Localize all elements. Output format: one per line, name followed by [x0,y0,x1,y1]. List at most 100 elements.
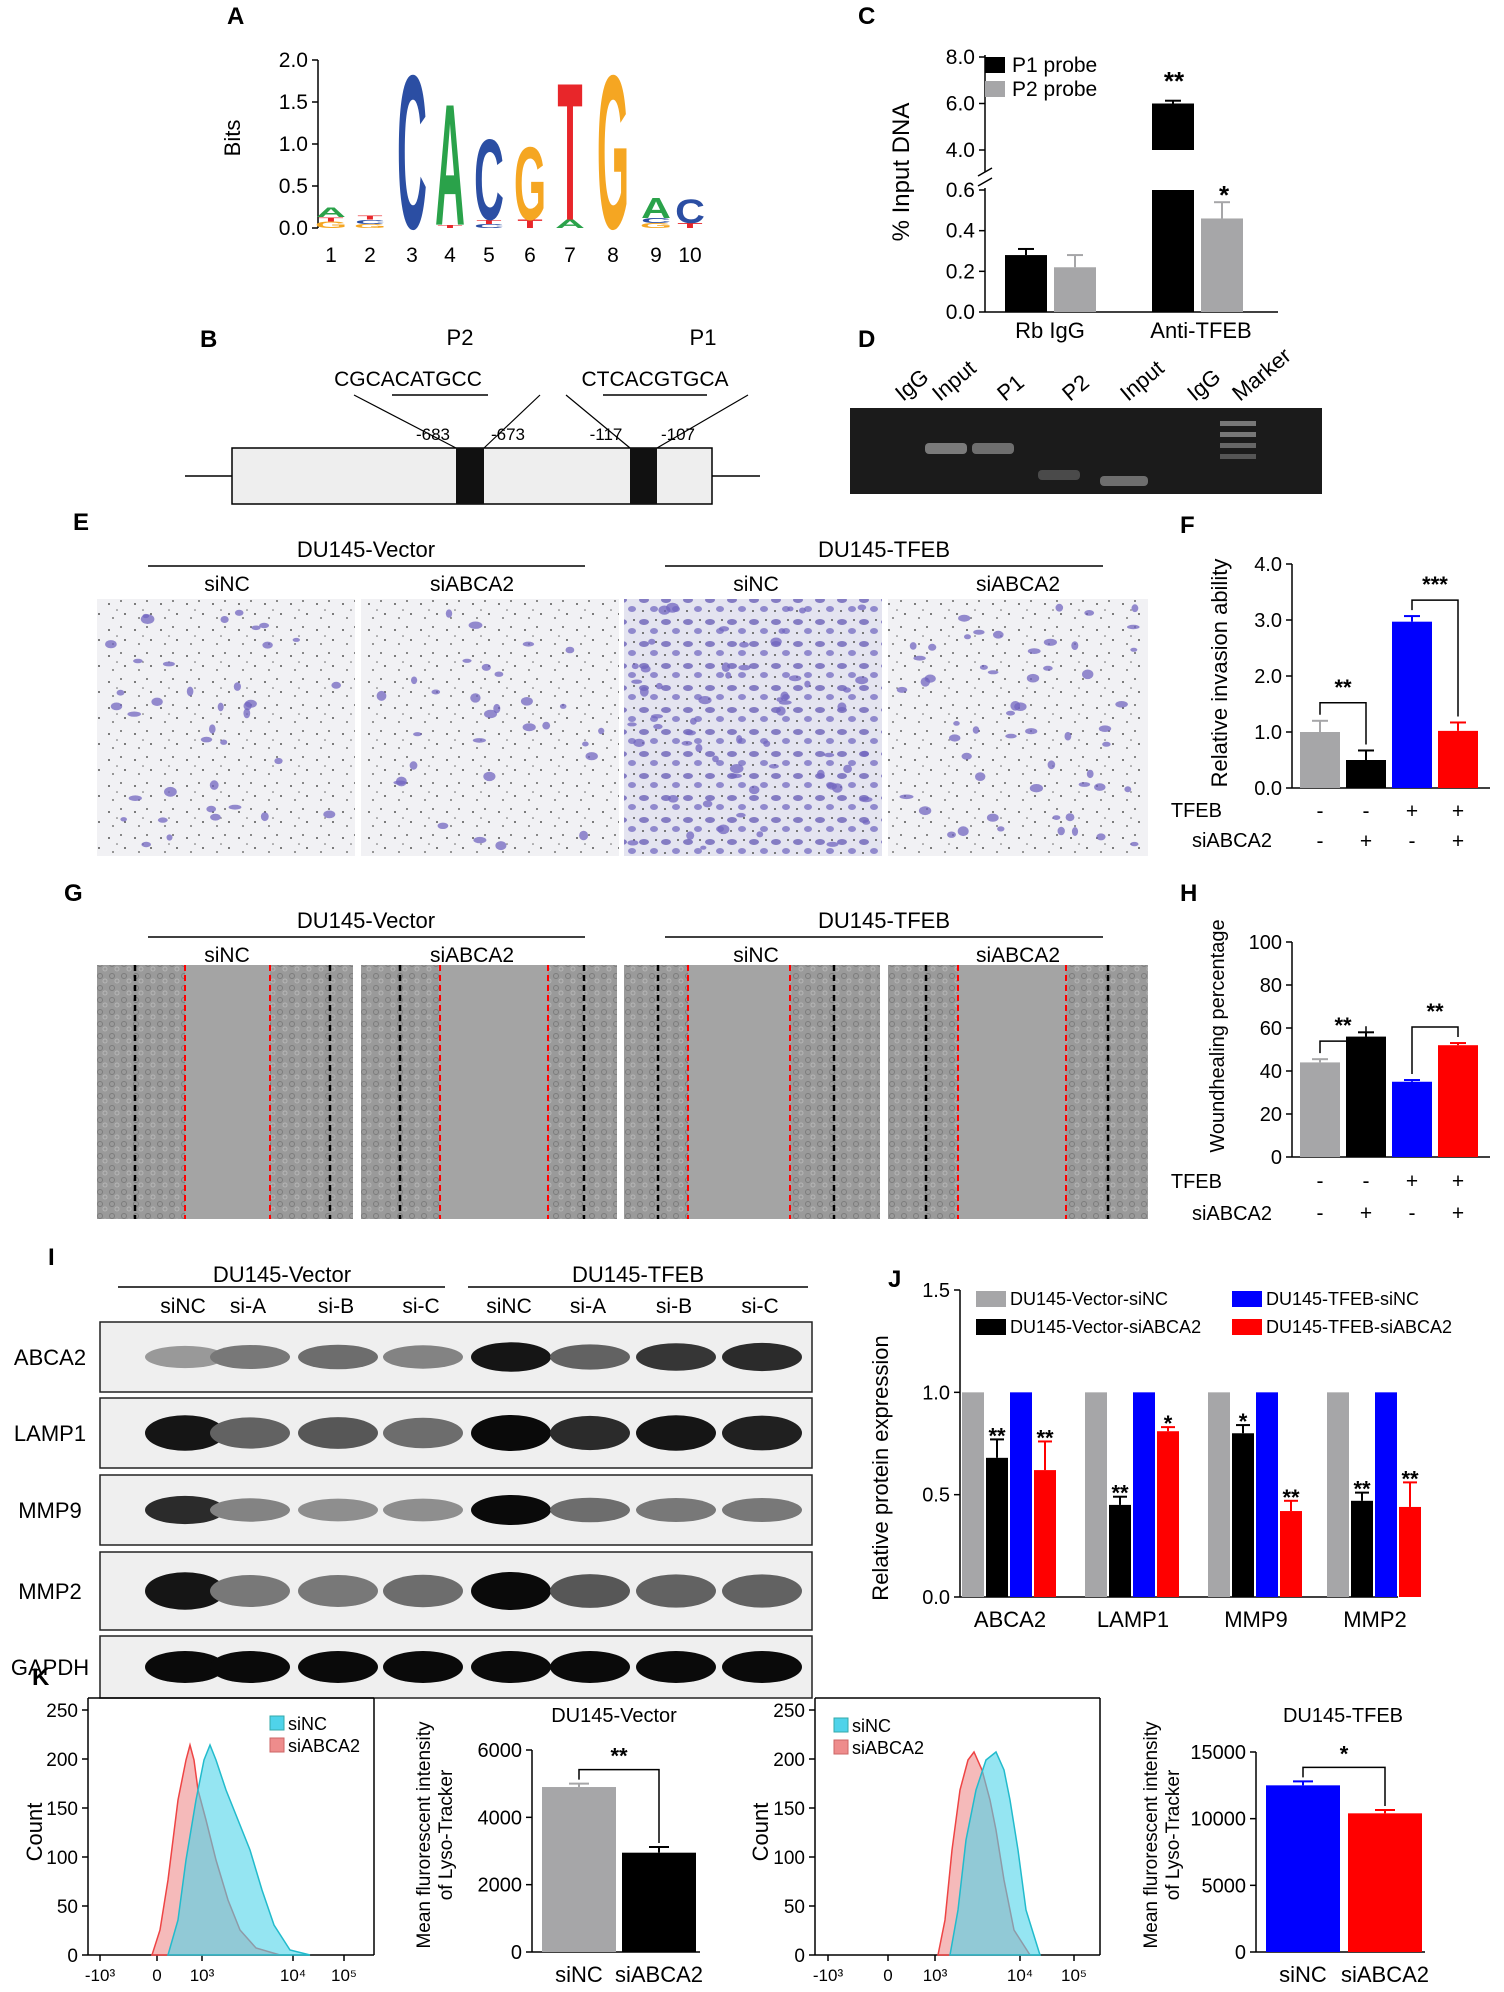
stained-cell [843,764,852,774]
panel-letter-f: F [1180,512,1195,539]
wb-band [210,1575,290,1607]
stained-cell [166,834,173,841]
logo-letter: T [476,219,501,225]
legend-swatch-p2 [985,81,1005,97]
panel-letter-k: K [32,1664,50,1691]
logo-letter: A [641,192,671,224]
logo-letter-glyph: C [641,217,671,225]
logo-letter: G [640,222,672,230]
j-sig: * [1239,1409,1248,1434]
stained-cell [1057,826,1065,836]
sign-row1: + [1452,1170,1464,1193]
ytick-label: 80 [1260,975,1282,997]
chip-sig-p2: * [1219,180,1230,210]
e-sub4: siABCA2 [976,573,1060,596]
logo-letter: A [316,204,346,220]
i-group1-label: DU145-Vector [213,1262,351,1287]
logo-letter-glyph: C [675,193,705,231]
stained-cell [787,606,794,612]
j-bar [1375,1392,1397,1597]
j-legend-swatch [1232,1291,1262,1307]
stained-cell [837,702,847,712]
stained-cell [1096,833,1106,841]
chip-ytick-label: 0.2 [946,260,975,283]
logo-position-label: 7 [564,244,576,267]
gel-marker-3 [1220,443,1256,448]
logo-position-label: 1 [325,244,337,267]
stained-cell [462,658,472,663]
stained-cell [1094,783,1106,791]
stained-cell [323,810,336,819]
logo-letter: G [354,223,386,229]
stained-cell [725,672,732,679]
wb-band [383,1574,463,1608]
transwell-image-2 [361,599,619,856]
logo-letter: C [641,217,671,225]
sign-row2: + [1360,830,1372,853]
transwell-cells [105,602,1140,851]
stained-cell [748,785,760,795]
wb-band [722,1498,802,1522]
inv-row1-label: TFEB [1171,800,1222,822]
p2-callout-left [353,394,457,449]
logo-ylabel: Bits [220,120,245,157]
mfi-category-label: siABCA2 [615,1962,703,1987]
stained-cell [186,686,194,697]
wb-protein-label: ABCA2 [14,1345,86,1370]
chip-bar [1005,255,1047,312]
stained-cell [409,761,418,770]
stained-cell [1071,827,1079,836]
wb-band [471,1415,551,1451]
panel-letter-h: H [1180,880,1197,907]
stained-cell [483,771,496,782]
stained-cell [116,689,125,696]
stained-cell [799,607,806,614]
sig-label: ** [1334,1013,1352,1038]
mfi-sig-label: * [1340,1741,1349,1766]
stained-cell [1130,841,1139,847]
stained-cell [565,646,575,654]
stained-cell [481,663,491,671]
j-ytick-label: 1.5 [922,1280,950,1302]
logo-letter-glyph: C [355,219,385,225]
wound-gap [185,965,270,1219]
stained-cell [493,703,501,714]
sign-row1: + [1452,800,1464,823]
bar [1392,1081,1432,1157]
sig-bracket [1319,1026,1367,1054]
wb-band [298,1344,378,1370]
sig-bracket [1411,1026,1459,1075]
wb-band [636,1498,716,1522]
chip-bars: *** [1005,66,1243,312]
gel-lane-label: IgG [890,364,933,406]
stained-cell [633,738,645,748]
j-ytick-label: 0.5 [922,1485,950,1507]
e-sub3: siNC [733,573,779,596]
stained-cell [739,641,749,648]
stained-cell [274,757,283,765]
chip-axis-break [977,167,993,177]
mfi-category-label: siABCA2 [1341,1962,1429,1987]
stained-cell [949,734,961,742]
hist-legend-swatch-siabca2 [833,1739,849,1755]
logo-ytick-label: 1.5 [279,91,308,114]
stained-cell [857,604,867,611]
stained-cell [542,721,551,730]
p1-site [630,448,657,504]
logo-letter-glyph: T [476,219,501,225]
logo-letter-glyph: T [318,216,343,222]
wb-band [298,1498,378,1522]
hist-ytick-label: 200 [773,1750,805,1771]
stained-cell [667,795,679,803]
stained-cell [640,665,651,673]
stained-cell [778,700,792,705]
wb-band [210,1417,290,1449]
logo-letter-glyph: G [354,223,386,229]
panel-letter-i: I [48,1244,55,1271]
wb-band [722,1342,802,1372]
stained-cell [804,680,811,688]
logo-letter: G [315,220,347,230]
gel-marker-1 [1220,421,1256,426]
